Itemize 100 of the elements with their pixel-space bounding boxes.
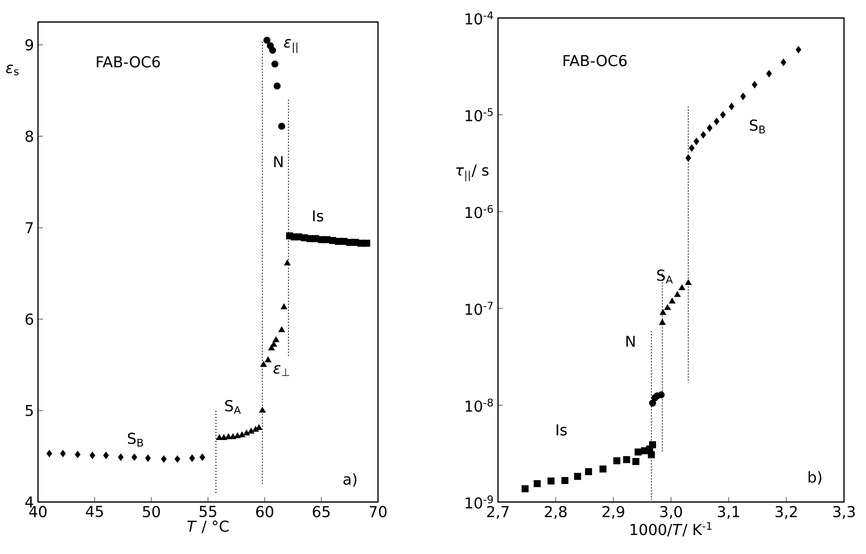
point [634, 448, 642, 456]
point [118, 454, 124, 461]
annotation: S$_{B}$ [128, 432, 143, 447]
point [238, 432, 246, 438]
point [534, 480, 541, 488]
point [274, 82, 281, 90]
point [660, 309, 666, 315]
y-tick-label: 10$^{-6}$ [466, 204, 493, 218]
y-axis-title: τ$_{||}$/ s [456, 164, 488, 182]
point [260, 361, 267, 367]
point [189, 454, 195, 462]
x-tick-label: 3,3 [833, 506, 855, 519]
x-axis-title: T / °C [187, 520, 229, 534]
point [522, 485, 529, 492]
x-tick-label: 65 [312, 506, 330, 518]
point [161, 456, 167, 463]
point [685, 280, 692, 286]
point [312, 235, 320, 242]
point [230, 434, 236, 440]
annotation: FAB-OC6 [564, 54, 627, 66]
point [256, 424, 262, 430]
point [706, 124, 712, 132]
point [659, 319, 666, 325]
point [272, 336, 280, 342]
point [90, 452, 96, 459]
point [632, 458, 640, 466]
point [248, 428, 254, 434]
point [740, 92, 746, 100]
y-tick-label: 4 [25, 496, 34, 508]
point [720, 111, 726, 118]
point [271, 60, 278, 68]
point [363, 240, 370, 247]
point [574, 472, 582, 480]
point [700, 131, 706, 138]
x-tick-label: 50 [142, 506, 160, 518]
annotation: ε$_{⊥}$ [273, 365, 290, 376]
point [623, 456, 630, 464]
point [259, 407, 266, 413]
point [664, 304, 671, 310]
point [46, 450, 52, 458]
point [796, 46, 802, 54]
point [689, 144, 695, 152]
x-tick-label: 70 [370, 506, 387, 518]
point [714, 118, 720, 125]
point [278, 122, 286, 130]
y-tick-label: 7 [26, 222, 33, 234]
point [766, 70, 772, 78]
y-tick-label: 10$^{-8}$ [466, 398, 493, 412]
x-tick-label: 60 [256, 506, 274, 518]
point [649, 441, 656, 448]
point [174, 456, 180, 463]
annotation: b) [808, 471, 822, 484]
y-tick-label: 6 [26, 313, 34, 325]
annotation: N [626, 336, 635, 347]
point [613, 457, 620, 464]
annotation: N [274, 156, 283, 168]
y-axis-title: ε$_{s}$ [6, 64, 19, 76]
point [103, 452, 109, 459]
annotation: Is [556, 424, 567, 436]
x-tick-label: 45 [86, 506, 103, 518]
y-tick-label: 10$^{-7}$ [466, 302, 493, 315]
point [728, 102, 734, 110]
y-tick-label: 10$^{-5}$ [466, 108, 493, 122]
point [280, 304, 288, 310]
point [60, 450, 66, 458]
point [216, 434, 222, 440]
annotation: ε$_{||}$ [284, 39, 298, 53]
x-axis-title: 1000/T/ K$^{-1}$ [630, 522, 712, 536]
y-tick-label: 10$^{-4}$ [466, 11, 493, 25]
point [686, 154, 692, 162]
point [678, 284, 686, 290]
point [649, 400, 656, 407]
x-tick-label: 2,8 [544, 506, 567, 519]
y-tick-label: 9 [25, 39, 34, 51]
point [268, 344, 275, 350]
point [669, 298, 676, 304]
point [648, 451, 655, 458]
point [548, 477, 555, 484]
point [269, 46, 276, 54]
point [780, 58, 786, 66]
y-tick-label: 8 [26, 130, 34, 142]
point [132, 454, 138, 461]
point [243, 430, 250, 436]
point [234, 432, 241, 438]
point [674, 291, 680, 297]
x-tick-label: 2,9 [602, 506, 624, 519]
point [329, 237, 336, 244]
x-tick-label: 40 [29, 506, 47, 518]
point [200, 454, 206, 461]
x-tick-label: 55 [200, 506, 216, 518]
annotation: S$_{A}$ [657, 270, 673, 284]
annotation: S$_{A}$ [225, 400, 241, 414]
point [74, 450, 80, 458]
point [264, 356, 272, 362]
x-tick-label: 3,2 [776, 506, 797, 519]
point [658, 391, 665, 398]
point [561, 476, 568, 484]
point [284, 260, 290, 266]
point [278, 326, 285, 332]
annotation: S$_{B}$ [750, 120, 765, 134]
